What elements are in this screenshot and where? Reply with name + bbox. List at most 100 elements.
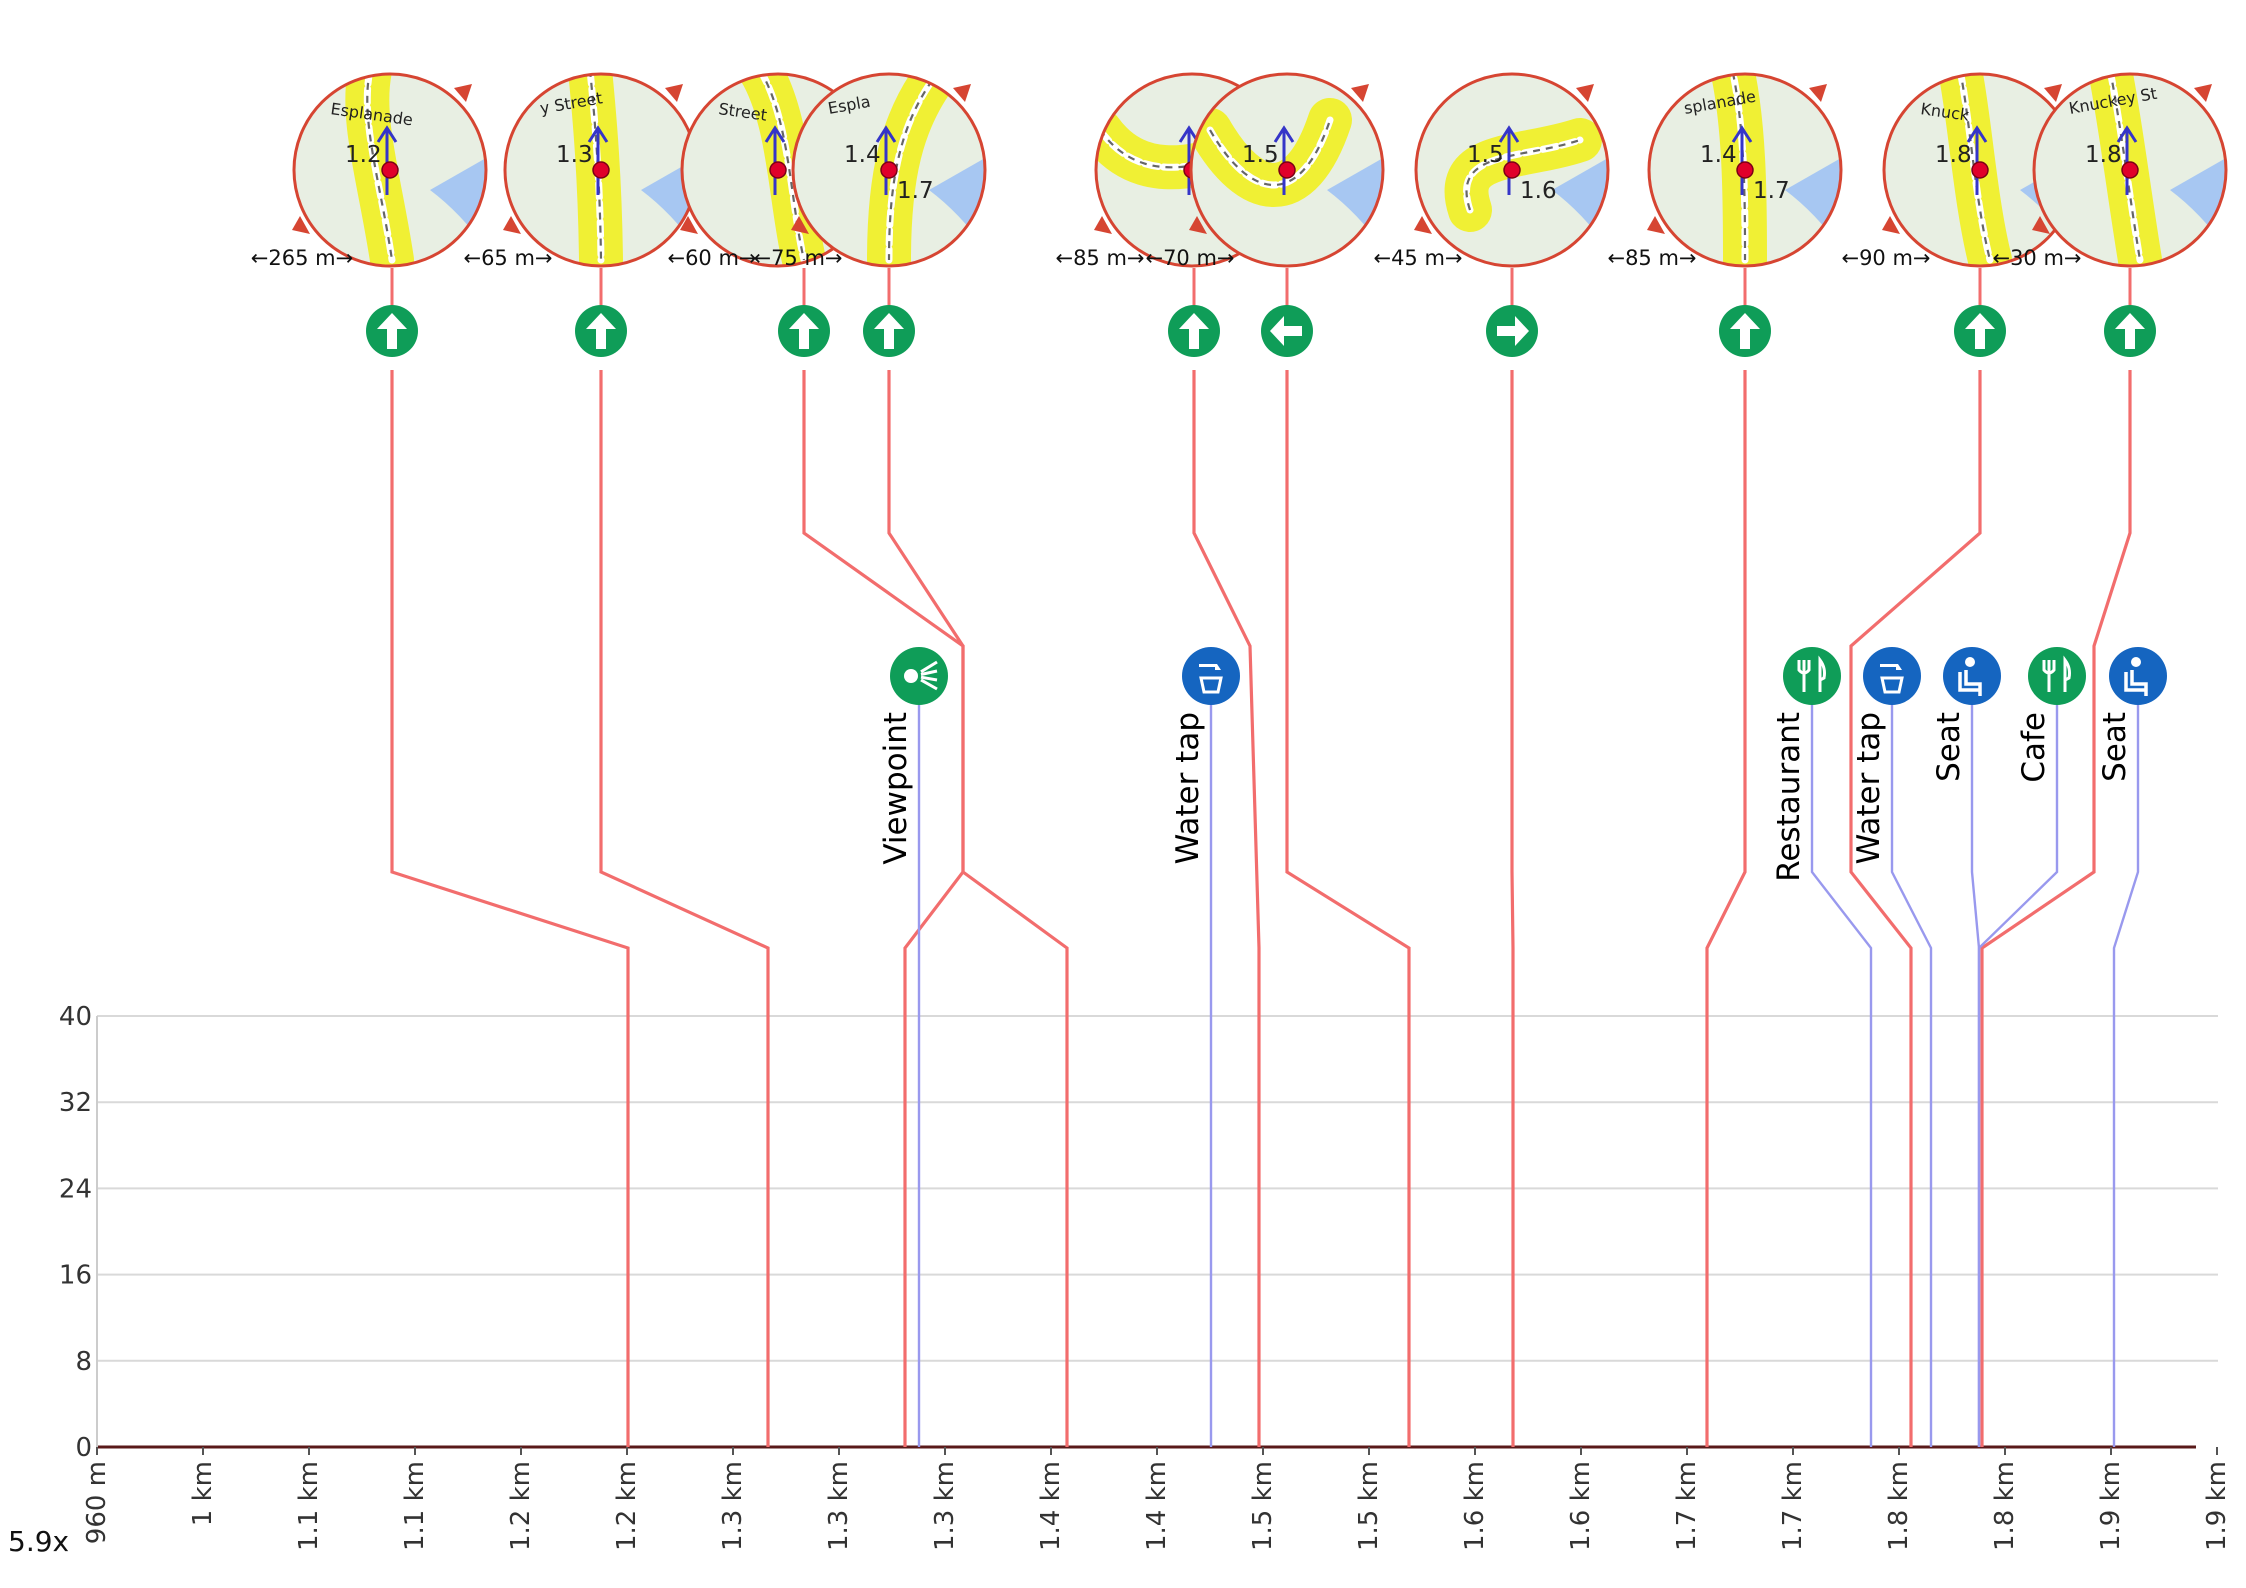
poi-leader-line xyxy=(2112,700,2140,1447)
map-border xyxy=(1414,72,1610,268)
north-arrow-icon xyxy=(2044,84,2062,102)
turn-distance-label: ←65 m→ xyxy=(463,246,552,270)
poi-icon-circle xyxy=(1943,647,2001,705)
map-border xyxy=(1647,72,1843,268)
straight-arrow-icon xyxy=(1954,305,2006,357)
map-border xyxy=(2032,72,2228,268)
turn-leader-line xyxy=(1510,370,1515,1447)
route-distance-label: 1.6 xyxy=(1520,178,1557,204)
map-border xyxy=(292,72,488,268)
north-arrow-icon xyxy=(1882,216,1900,234)
turn-arrow-glyph xyxy=(377,313,407,349)
north-arrow-icon xyxy=(1189,216,1207,234)
x-tick-label: 1.5 km xyxy=(1248,1461,1278,1551)
x-tick-label: 1.8 km xyxy=(1884,1461,1914,1551)
poi-label: Water tap xyxy=(1170,712,1206,864)
poi-leader-line xyxy=(1977,700,2059,1447)
seat-head xyxy=(2131,657,2141,667)
tap-spout xyxy=(1880,664,1902,670)
north-arrow-icon xyxy=(1647,216,1665,234)
fork-glyph xyxy=(2042,660,2056,692)
turn-arrow-glyph xyxy=(1497,316,1529,346)
water-tap-icon xyxy=(1863,647,1921,705)
turn-arrow-glyph xyxy=(1730,313,1760,349)
viewpoint-ray xyxy=(920,675,938,682)
turn-leader-line xyxy=(1192,370,1261,1447)
map-tiles: 1.5 xyxy=(1191,74,1383,266)
y-axis: 0 8 16 24 32 40 xyxy=(59,1002,98,1463)
route-distance-label: 1.4 xyxy=(844,142,881,168)
y-tick-label: 0 xyxy=(75,1433,92,1463)
x-tick-label: 1.4 km xyxy=(1142,1461,1172,1551)
straight-arrow-icon xyxy=(575,305,627,357)
straight-arrow-icon xyxy=(1719,305,1771,357)
straight-arrow-icon xyxy=(366,305,418,357)
seat-icon xyxy=(1943,647,2001,705)
y-tick-label: 40 xyxy=(59,1002,92,1032)
route-distance-label: 1.5 xyxy=(1467,142,1504,168)
track-dashes xyxy=(1465,138,1581,211)
map-border xyxy=(1189,72,1385,268)
x-axis: 960 m 1 km 1.1 km 1.1 km 1.2 km 1.2 km 1.3 km 1… xyxy=(82,1447,2232,1551)
turn-arrow-glyph xyxy=(789,313,819,349)
position-marker xyxy=(1278,161,1296,179)
poi-leader-line xyxy=(1890,700,1933,1447)
track-dashes xyxy=(2108,74,2142,261)
route-distance-label: 1.7 xyxy=(1753,178,1790,204)
turn-right-icon xyxy=(1486,305,1538,357)
turn-map: Knuckey St1.8 xyxy=(2032,72,2228,268)
turn-leader-line xyxy=(887,370,965,1447)
track-dashes xyxy=(887,74,941,261)
x-tick-label: 1.6 km xyxy=(1460,1461,1490,1551)
seat-head xyxy=(1965,657,1975,667)
turn-distance-label: ←60 m→ xyxy=(667,246,756,270)
poi-icon-circle xyxy=(1783,647,1841,705)
turn-arrow-glyph xyxy=(2115,313,2145,349)
north-arrow-icon xyxy=(454,84,472,102)
straight-arrow-icon xyxy=(2104,305,2156,357)
poi-icon-circle xyxy=(2109,647,2167,705)
turn-map: 1.5 xyxy=(1189,72,1385,268)
water-tap-icon xyxy=(1182,647,1240,705)
poi-label: Cafe xyxy=(2016,712,2052,783)
turn-map: 1.5 1.6 xyxy=(1414,72,1610,268)
x-tick-label: 1.9 km xyxy=(2202,1461,2232,1551)
y-tick-label: 24 xyxy=(59,1174,92,1204)
turn-arrow-glyph xyxy=(1179,313,1209,349)
route-distance-label: 1.7 xyxy=(897,178,934,204)
viewpoint-ray xyxy=(920,669,938,676)
y-tick-label: 16 xyxy=(59,1261,92,1291)
turn-distance-label: ←85 m→ xyxy=(1607,246,1696,270)
leader-lines xyxy=(390,268,2140,1447)
turn-icons xyxy=(366,305,2156,357)
poi-icon-circle xyxy=(2028,647,2086,705)
x-tick-label: 1.1 km xyxy=(294,1461,324,1551)
poi-icon-circle xyxy=(1182,647,1240,705)
route-distance-label: 1.4 xyxy=(1700,142,1737,168)
knife-glyph xyxy=(2063,655,2071,692)
turn-distance-label: ←265 m→ xyxy=(251,246,353,270)
turn-arrow-glyph xyxy=(874,313,904,349)
poi-label: Viewpoint xyxy=(878,712,914,865)
knife-glyph xyxy=(1818,655,1826,692)
x-tick-label: 1.6 km xyxy=(1566,1461,1596,1551)
turn-left-icon xyxy=(1261,305,1313,357)
track-dashes xyxy=(1209,119,1332,187)
north-arrow-icon xyxy=(2032,216,2050,234)
straight-arrow-icon xyxy=(1168,305,1220,357)
turn-distance-label: ←70 m→ xyxy=(1145,246,1234,270)
turn-arrow-glyph xyxy=(1965,313,1995,349)
position-marker xyxy=(381,161,399,179)
turn-arrow-glyph xyxy=(586,313,616,349)
north-arrow-icon xyxy=(665,84,683,102)
poi-label: Water tap xyxy=(1851,712,1887,864)
north-arrow-icon xyxy=(953,84,971,102)
x-tick-label: 1.7 km xyxy=(1778,1461,1808,1551)
poi-markers: Viewpoint Water tap Restaurant Water tap Sea… xyxy=(878,647,2167,882)
viewpoint-ray xyxy=(920,660,938,674)
